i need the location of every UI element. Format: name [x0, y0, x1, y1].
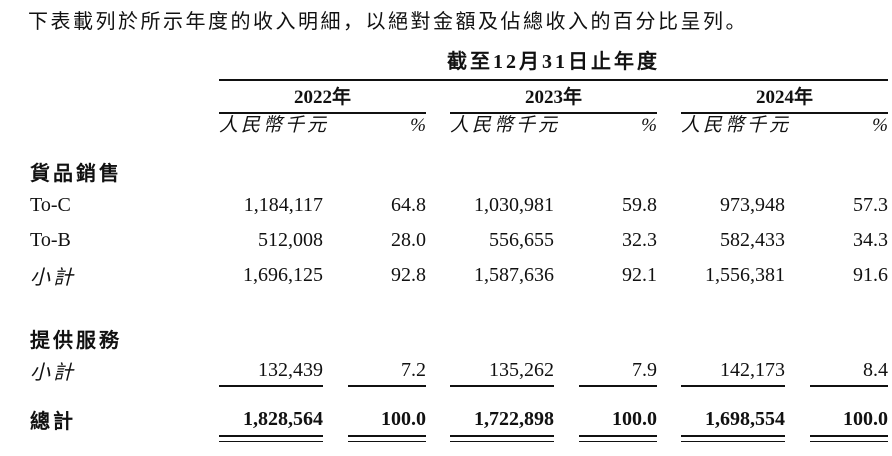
unit-header-2023: 人民幣千元 [450, 115, 561, 136]
pct-header-2022: % [410, 115, 426, 136]
row-label: 總計 [30, 410, 76, 433]
amount-cell: 132,439 [258, 358, 323, 381]
double-rule [348, 435, 426, 442]
pct-cell: 92.8 [391, 264, 426, 286]
section-services-title: 提供服務 [30, 329, 122, 352]
rule [681, 385, 785, 387]
double-rule [810, 435, 888, 442]
double-rule [450, 435, 554, 442]
row-label: To-B [30, 229, 71, 251]
pct-cell: 91.6 [853, 264, 888, 286]
unit-header-2024: 人民幣千元 [681, 115, 792, 136]
amount-cell: 1,184,117 [243, 194, 323, 216]
amount-cell: 1,696,125 [243, 264, 323, 286]
section-goods-title: 貨品銷售 [30, 162, 122, 185]
pct-cell: 100.0 [843, 407, 888, 430]
pct-cell: 8.4 [863, 358, 888, 381]
pct-header-2023: % [641, 115, 657, 136]
double-rule [579, 435, 657, 442]
pct-cell: 7.2 [401, 358, 426, 381]
pct-cell: 57.3 [853, 194, 888, 216]
period-header: 截至12月31日止年度 [219, 45, 888, 81]
row-label: To-C [30, 194, 71, 216]
year-header-2024: 2024年 [681, 81, 888, 114]
double-rule [219, 435, 323, 442]
amount-cell: 142,173 [720, 358, 785, 381]
row-label: 小計 [30, 361, 76, 384]
amount-cell: 1,556,381 [705, 264, 785, 286]
rule [450, 385, 554, 387]
rule [219, 385, 323, 387]
amount-cell: 1,030,981 [474, 194, 554, 216]
pct-cell: 28.0 [391, 229, 426, 251]
rule [348, 385, 426, 387]
pct-cell: 92.1 [622, 264, 657, 286]
amount-cell: 135,262 [489, 358, 554, 381]
amount-cell: 973,948 [720, 194, 785, 216]
double-rule [681, 435, 785, 442]
year-header-2022: 2022年 [219, 81, 426, 114]
amount-cell: 512,008 [258, 229, 323, 251]
amount-cell: 556,655 [489, 229, 554, 251]
intro-text: 下表載列於所示年度的收入明細，以絕對金額及佔總收入的百分比呈列。 [28, 11, 748, 33]
pct-cell: 34.3 [853, 229, 888, 251]
revenue-table: 截至12月31日止年度 2022年 2023年 2024年 人民幣千元 % 人民… [30, 45, 892, 443]
row-label: 小計 [30, 267, 76, 289]
pct-header-2024: % [872, 115, 888, 136]
pct-cell: 100.0 [381, 407, 426, 430]
pct-cell: 32.3 [622, 229, 657, 251]
pct-cell: 7.9 [632, 358, 657, 381]
unit-header-2022: 人民幣千元 [219, 115, 330, 136]
pct-cell: 64.8 [391, 194, 426, 216]
amount-cell: 1,698,554 [705, 407, 785, 430]
amount-cell: 1,828,564 [243, 407, 323, 430]
amount-cell: 1,587,636 [474, 264, 554, 286]
amount-cell: 582,433 [720, 229, 785, 251]
pct-cell: 100.0 [612, 407, 657, 430]
rule [810, 385, 888, 387]
year-header-2023: 2023年 [450, 81, 657, 114]
amount-cell: 1,722,898 [474, 407, 554, 430]
rule [579, 385, 657, 387]
pct-cell: 59.8 [622, 194, 657, 216]
